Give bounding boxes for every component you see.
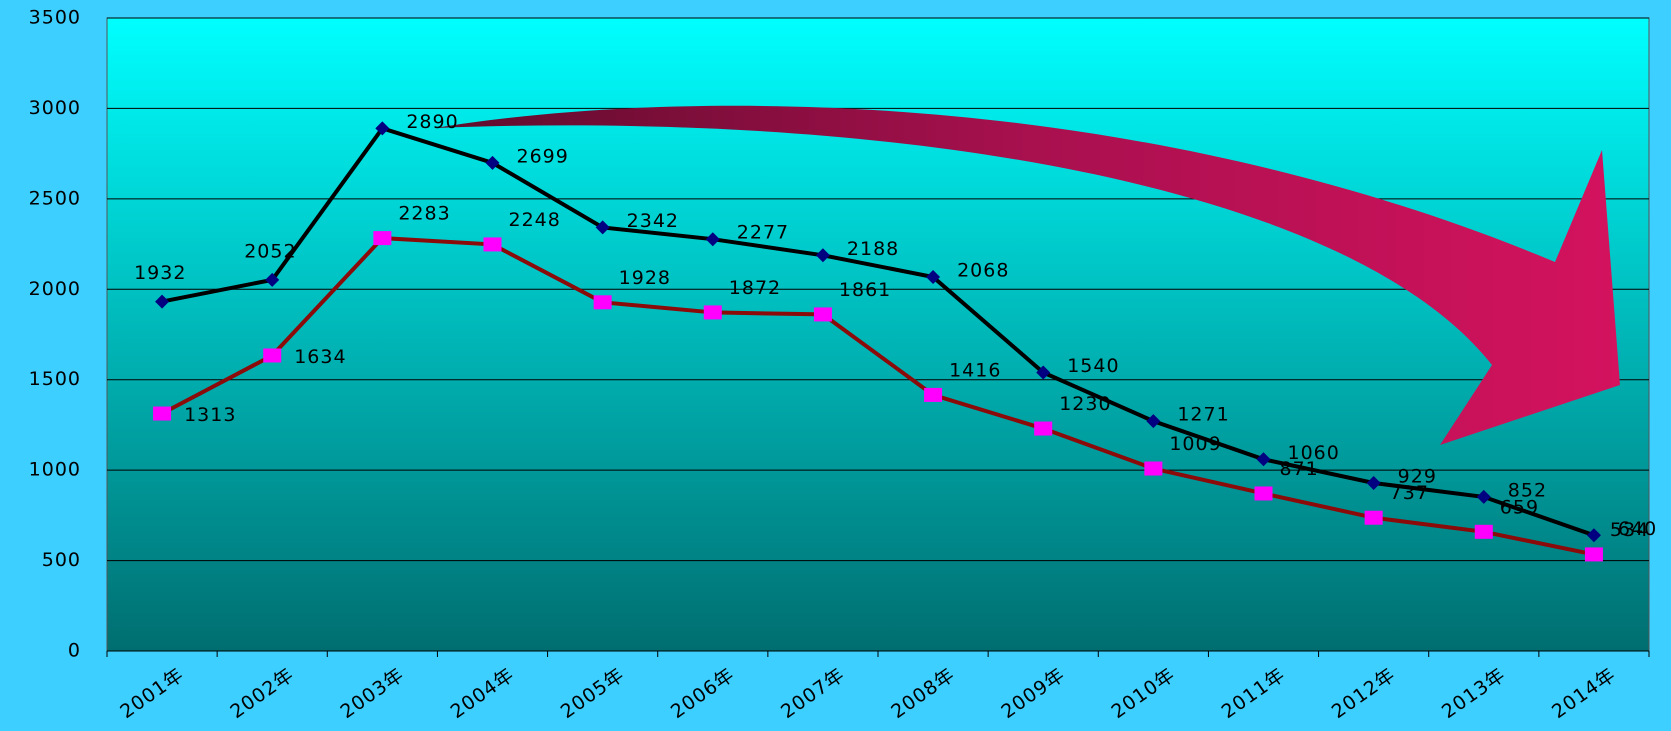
data-label: 534: [1610, 519, 1649, 541]
data-label: 1230: [1059, 393, 1111, 415]
data-label: 1928: [619, 267, 671, 289]
point-marker: [594, 295, 612, 309]
y-tick-label: 2000: [29, 278, 81, 300]
point-marker: [484, 237, 502, 251]
data-label: 1009: [1169, 433, 1221, 455]
x-tick-label: 2010年: [1107, 664, 1179, 724]
point-marker: [1034, 422, 1052, 436]
data-label: 2342: [627, 210, 679, 232]
data-label: 1932: [134, 262, 186, 284]
point-marker: [1475, 525, 1493, 539]
x-tick-label: 2003年: [336, 664, 408, 724]
data-label: 2283: [398, 203, 450, 225]
y-tick-label: 3500: [29, 7, 81, 29]
data-label: 2248: [509, 209, 561, 231]
y-tick-label: 2500: [29, 187, 81, 209]
data-label: 737: [1390, 482, 1429, 504]
page: 0 500 1000 1500 2000 2500 3000 3500 2001年 2002年 20…: [0, 0, 1671, 731]
data-label: 1271: [1177, 404, 1229, 426]
x-tick-label: 2009年: [997, 664, 1069, 724]
point-marker: [153, 407, 171, 421]
data-label: 1313: [184, 404, 236, 426]
x-tick-label: 2002年: [226, 664, 298, 724]
y-tick-label: 500: [42, 549, 81, 571]
data-label: 1416: [949, 359, 1001, 381]
data-label: 1634: [294, 346, 346, 368]
x-tick-label: 2005年: [557, 664, 629, 724]
x-tick-label: 2014年: [1548, 664, 1620, 724]
x-tick-label: 2008年: [887, 664, 959, 724]
data-label: 2052: [244, 240, 296, 262]
x-tick-label: 2011年: [1218, 664, 1290, 724]
point-marker: [704, 305, 722, 319]
point-marker: [263, 348, 281, 362]
y-tick-label: 1000: [29, 459, 81, 481]
data-label: 2699: [517, 145, 569, 167]
data-label: 2277: [737, 222, 789, 244]
y-tick-label: 1500: [29, 368, 81, 390]
data-label: 2890: [406, 111, 458, 133]
x-tick-label: 2012年: [1328, 664, 1400, 724]
data-label: 1861: [839, 279, 891, 301]
point-marker: [1144, 462, 1162, 476]
point-marker: [814, 307, 832, 321]
point-marker: [1255, 486, 1273, 500]
point-marker: [1365, 511, 1383, 525]
x-tick-label: 2001年: [116, 664, 188, 724]
x-tick-label: 2013年: [1438, 664, 1510, 724]
data-label: 871: [1280, 458, 1319, 480]
x-tick-label: 2007年: [777, 664, 849, 724]
data-label: 1540: [1067, 355, 1119, 377]
point-marker: [1585, 547, 1603, 561]
data-label: 659: [1500, 496, 1539, 518]
data-label: 1872: [729, 277, 781, 299]
data-label: 2188: [847, 238, 899, 260]
y-tick-label: 3000: [29, 97, 81, 119]
point-marker: [924, 388, 942, 402]
data-label: 2068: [957, 259, 1009, 281]
chart: 0 500 1000 1500 2000 2500 3000 3500 2001年 2002年 20…: [0, 0, 1671, 731]
y-tick-label: 0: [68, 640, 81, 662]
point-marker: [373, 231, 391, 245]
x-tick-label: 2006年: [667, 664, 739, 724]
x-tick-label: 2004年: [447, 664, 519, 724]
